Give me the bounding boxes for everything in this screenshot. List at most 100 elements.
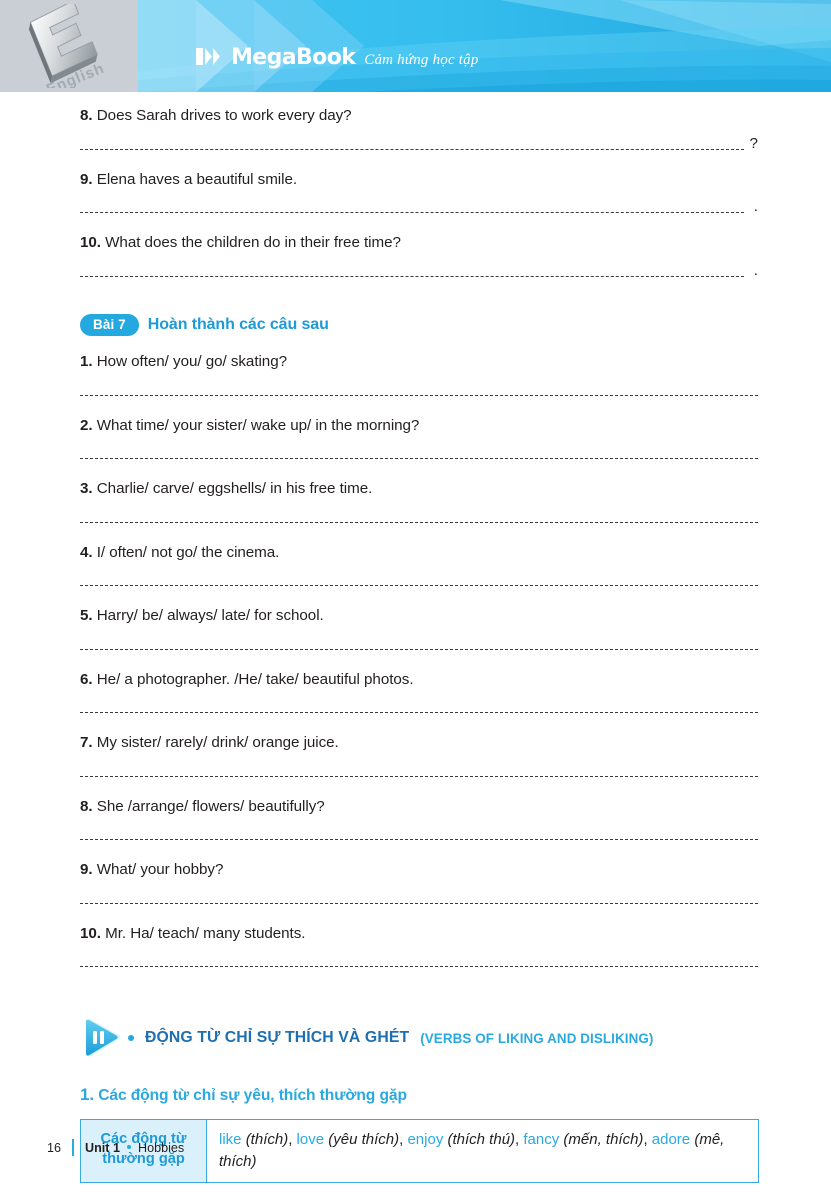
- question-text: My sister/ rarely/ drink/ orange juice.: [96, 734, 339, 752]
- vocab-entry: love (yêu thích): [297, 1131, 400, 1148]
- vocab-word-vi: (yêu thích): [328, 1131, 400, 1149]
- vocab-word-en: enjoy: [407, 1131, 444, 1149]
- question-number: 9.: [80, 170, 93, 188]
- question-number: 5.: [80, 607, 93, 625]
- vocab-word-en: like: [219, 1131, 242, 1149]
- subsection-number: 1.: [80, 1085, 94, 1105]
- answer-line[interactable]: [80, 953, 758, 973]
- vocab-word-vi: (mê, thích): [219, 1131, 725, 1170]
- section-title-vi: ĐỘNG TỪ CHỈ SỰ THÍCH VÀ GHÉT: [145, 1029, 410, 1047]
- brand-tagline: Cảm hứng học tập: [364, 52, 479, 68]
- answer-line[interactable]: [80, 826, 758, 846]
- chevron-triple-icon: [196, 48, 222, 65]
- vocab-entry: adore (mê, thích): [219, 1131, 724, 1169]
- answer-dash-rule: [80, 902, 758, 904]
- answer-dash-rule: [80, 148, 744, 150]
- question-number: 9.: [80, 861, 93, 879]
- question-text: Mr. Ha/ teach/ many students.: [105, 924, 306, 942]
- question-text: What time/ your sister/ wake up/ in the …: [96, 416, 420, 434]
- vocab-entry: fancy (mến, thích): [523, 1131, 643, 1148]
- question-text: How often/ you/ go/ skating?: [96, 353, 287, 371]
- answer-dash-rule: [80, 839, 758, 841]
- answer-dash-rule: [80, 966, 758, 968]
- megabook-logo: MegaBook Cảm hứng học tập: [196, 45, 479, 70]
- question-line: 2. What time/ your sister/ wake up/ in t…: [80, 402, 758, 437]
- question-line: 5. Harry/ be/ always/ late/ for school.: [80, 592, 758, 627]
- exercise-badge: Bài 7: [80, 313, 139, 337]
- answer-line[interactable]: [80, 509, 758, 529]
- answer-line[interactable]: [80, 890, 758, 910]
- exercise-title: Hoàn thành các câu sau: [147, 315, 329, 333]
- question-line: 10. Mr. Ha/ teach/ many students.: [80, 910, 758, 945]
- play-pause-icon: [80, 1017, 124, 1059]
- answer-line[interactable]: ?: [80, 134, 758, 156]
- question-number: 3.: [80, 480, 93, 498]
- vocab-word-en: fancy: [523, 1131, 560, 1149]
- question-number: 2.: [80, 416, 93, 434]
- footer-dot-icon: [127, 1144, 131, 1149]
- answer-dash-rule: [80, 458, 758, 460]
- exercise-7-items: 1. How often/ you/ go/ skating? 2. What …: [80, 338, 758, 973]
- vocab-entry: like (thích): [219, 1131, 288, 1148]
- question-text: Does Sarah drives to work every day?: [96, 107, 352, 124]
- vocab-table-row-label: Các động từ thường gặp: [81, 1120, 207, 1182]
- answer-line[interactable]: [80, 445, 758, 465]
- answer-line[interactable]: [80, 636, 758, 656]
- answer-dash-rule: [80, 275, 744, 277]
- answer-line[interactable]: [80, 763, 758, 783]
- question-line: 8. She /arrange/ flowers/ beautifully?: [80, 783, 758, 818]
- answer-endmark: .: [753, 261, 758, 279]
- answer-endmark: ?: [749, 134, 758, 152]
- vocab-separator: ,: [288, 1131, 297, 1149]
- brand-name: MegaBook: [231, 45, 356, 70]
- answer-line[interactable]: .: [80, 261, 758, 283]
- answer-dash-rule: [80, 521, 758, 523]
- answer-line[interactable]: [80, 572, 758, 592]
- exercise-7-heading: Bài 7 Hoàn thành các câu sau: [80, 313, 758, 337]
- answer-line[interactable]: [80, 382, 758, 402]
- english-logo-block: English: [0, 0, 138, 92]
- question-text: I/ often/ not go/ the cinema.: [96, 543, 280, 561]
- answer-dash-rule: [80, 585, 758, 587]
- vocab-separator: ,: [515, 1131, 524, 1149]
- question-number: 7.: [80, 734, 93, 752]
- question-line: 3. Charlie/ carve/ eggshells/ in his fre…: [80, 465, 758, 500]
- footer-unit: Unit 1: [85, 1140, 120, 1155]
- question-number: 1.: [80, 353, 93, 371]
- vocab-word-en: love: [296, 1131, 325, 1149]
- section-title-en: (VERBS OF LIKING AND DISLIKING): [420, 1030, 654, 1046]
- header-wave-graphic: [0, 0, 831, 92]
- section-bullet-dot: [128, 1035, 134, 1042]
- answer-line[interactable]: .: [80, 198, 758, 219]
- answer-dash-rule: [80, 712, 758, 714]
- page-body: 8. Does Sarah drives to work every day? …: [0, 92, 831, 1183]
- answer-line[interactable]: [80, 699, 758, 719]
- question-number: 10.: [80, 924, 101, 942]
- answer-endmark: .: [753, 198, 758, 216]
- question-line: 7. My sister/ rarely/ drink/ orange juic…: [80, 719, 758, 754]
- vocab-table-cell: like (thích), love (yêu thích), enjoy (t…: [207, 1120, 758, 1182]
- question-text: Harry/ be/ always/ late/ for school.: [96, 607, 324, 625]
- question-line: 1. How often/ you/ go/ skating?: [80, 338, 758, 373]
- vocab-word-vi: (thích thú): [447, 1131, 516, 1149]
- vocab-separator: ,: [643, 1131, 652, 1149]
- vocab-word-vi: (thích): [245, 1131, 289, 1149]
- question-line: 8. Does Sarah drives to work every day?: [80, 92, 758, 127]
- question-number: 8.: [80, 797, 93, 815]
- page-footer: 16 Unit 1 Hobbies: [47, 1139, 184, 1156]
- section-heading: ĐỘNG TỪ CHỈ SỰ THÍCH VÀ GHÉT (VERBS OF L…: [80, 1017, 758, 1059]
- page-number: 16: [47, 1140, 62, 1155]
- vocab-word-en: adore: [651, 1131, 691, 1149]
- footer-topic: Hobbies: [138, 1140, 185, 1155]
- question-line: 6. He/ a photographer. /He/ take/ beauti…: [80, 656, 758, 691]
- subsection-title: Các động từ chỉ sự yêu, thích thường gặp: [98, 1087, 407, 1105]
- vocab-table: Các động từ thường gặp like (thích), lov…: [80, 1119, 759, 1183]
- footer-divider: [72, 1139, 75, 1156]
- previous-exercise-items: 8. Does Sarah drives to work every day? …: [80, 92, 758, 283]
- vocab-separator: ,: [399, 1131, 408, 1149]
- question-number: 4.: [80, 543, 93, 561]
- page-header-banner: English MegaBook Cảm hứng học tập: [0, 0, 831, 92]
- english-e-logo-icon: English: [28, 4, 107, 88]
- question-text: Charlie/ carve/ eggshells/ in his free t…: [96, 480, 373, 498]
- question-text: Elena haves a beautiful smile.: [96, 170, 298, 188]
